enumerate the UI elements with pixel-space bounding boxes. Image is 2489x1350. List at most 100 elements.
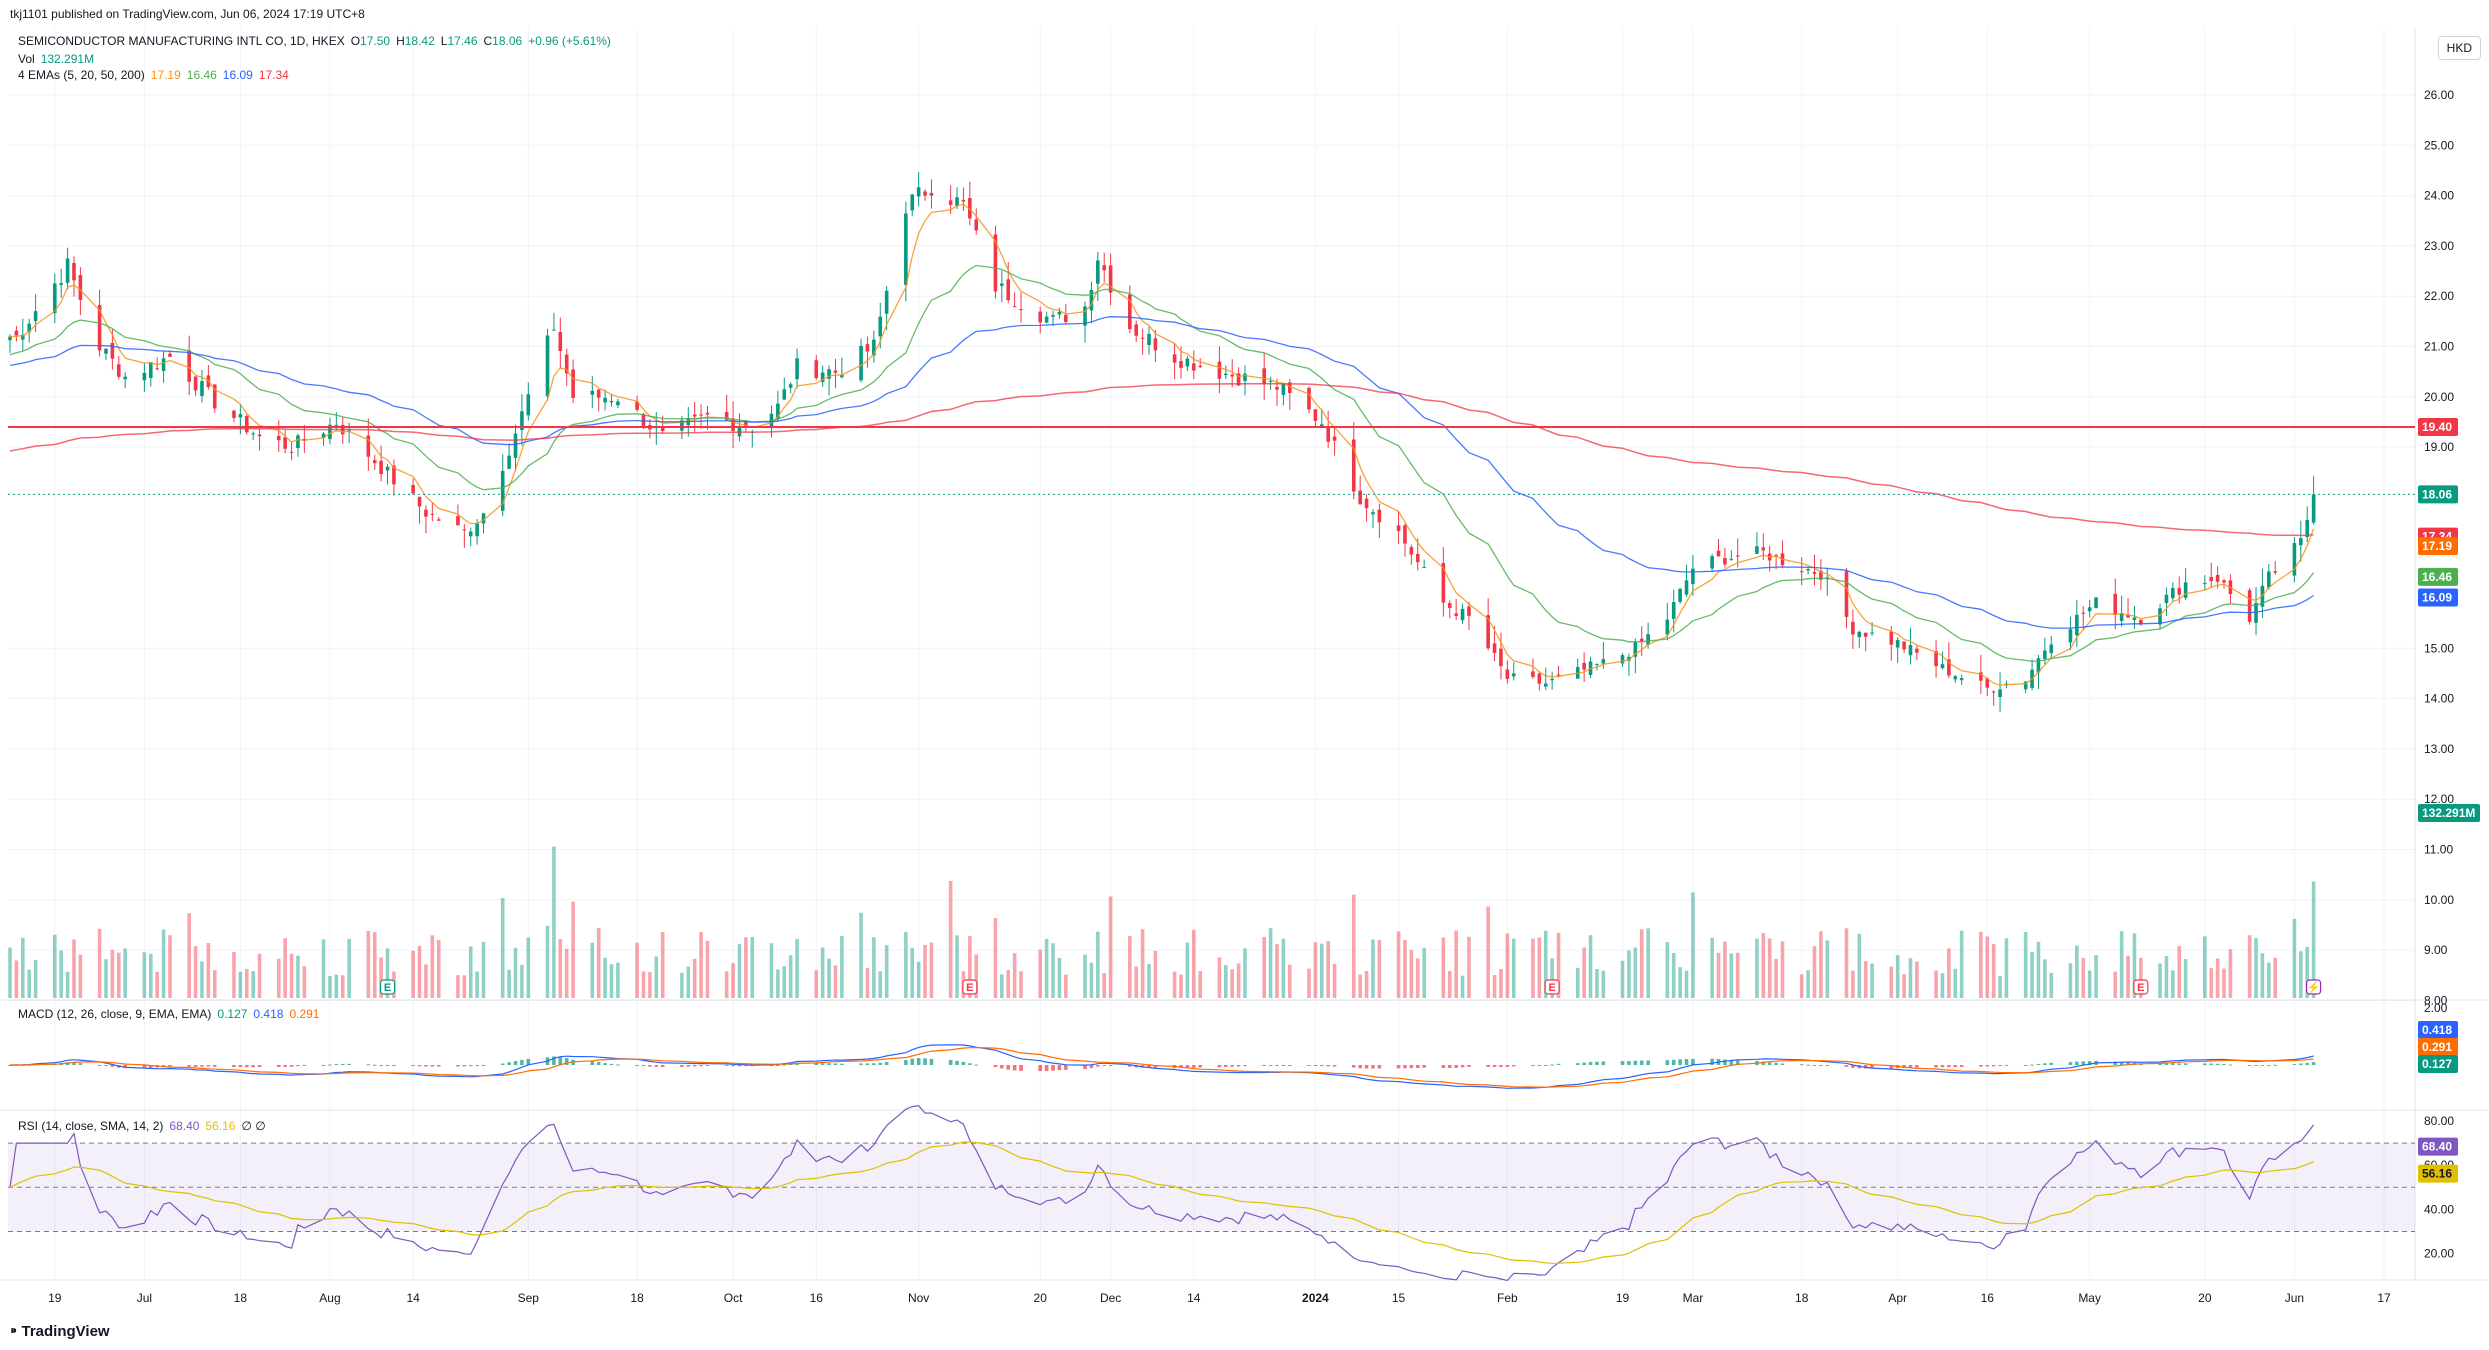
candle-body — [1454, 613, 1458, 616]
candle-body — [1582, 662, 1586, 670]
volume-bar — [1870, 963, 1874, 998]
volume-bar — [872, 937, 876, 998]
macd-histogram-bar — [1812, 1065, 1817, 1066]
volume-bar — [2023, 931, 2028, 998]
volume-bar — [123, 948, 127, 998]
candle-body — [596, 389, 601, 398]
candle-body — [283, 437, 287, 449]
legend-low: 17.46 — [447, 34, 478, 48]
volume-bar — [884, 945, 889, 998]
candle-body — [1595, 663, 1599, 665]
volume-bar — [1326, 941, 1330, 998]
candle-body — [782, 389, 787, 400]
candle-body — [1684, 580, 1689, 595]
volume-bar — [955, 935, 959, 998]
rsi-tag-box — [2418, 1137, 2458, 1156]
legend-volume: Vol 132.291M — [18, 51, 100, 67]
macd-histogram-bar — [1844, 1065, 1849, 1067]
volume-bar — [1287, 964, 1292, 998]
volume-bar — [865, 967, 870, 998]
earnings-marker-label: ⚡ — [2307, 981, 2321, 994]
macd-histogram-bar — [1364, 1065, 1369, 1069]
volume-bar — [1198, 971, 1202, 998]
volume-bar — [1006, 969, 1011, 998]
candle-body — [1755, 546, 1759, 554]
candle-body — [1499, 648, 1503, 667]
candle-body — [2209, 576, 2214, 582]
macd-histogram-bar — [1870, 1065, 1874, 1069]
rsi-ma-line — [9, 1141, 2314, 1264]
volume-bar — [2164, 956, 2169, 998]
volume-bar — [372, 932, 377, 998]
candle-body — [526, 394, 531, 416]
volume-bar — [148, 953, 153, 998]
event-markers: E E E E ⚡ — [379, 979, 2322, 995]
macd-histogram-bar — [1710, 1058, 1714, 1065]
macd-histogram-bar — [2311, 1062, 2316, 1065]
candle-body — [507, 455, 511, 469]
candle-body — [1505, 669, 1510, 680]
candle-body — [328, 424, 332, 440]
macd-histogram-bar — [251, 1065, 255, 1068]
legend-rsi: 68.40 — [169, 1119, 200, 1133]
volume-bar — [1128, 935, 1132, 998]
volume-bar — [1364, 970, 1369, 998]
volume-bar — [1185, 942, 1190, 998]
volume-bar — [33, 959, 38, 998]
volume-bar — [27, 969, 31, 998]
tradingview-wordmark: TradingView — [21, 1323, 110, 1340]
price-axis-label: 10.00 — [2424, 893, 2454, 907]
volume-bar — [1281, 938, 1286, 998]
macd-histogram-bar — [347, 1063, 351, 1065]
macd-histogram-bar — [1467, 1065, 1471, 1067]
candle-body — [1083, 306, 1087, 326]
macd-histogram-bar — [481, 1065, 486, 1066]
candle-body — [603, 397, 607, 403]
volume-bar — [430, 935, 435, 998]
volume-bar — [1908, 958, 1913, 998]
time-axis-label: 15 — [1392, 1291, 1406, 1305]
volume-bar — [1767, 938, 1772, 998]
macd-histogram-bar — [1332, 1065, 1337, 1067]
candle-body — [1991, 691, 1996, 693]
time-axis-label: Dec — [1100, 1291, 1121, 1305]
candle-body — [948, 200, 953, 205]
volume-bar — [1313, 942, 1318, 998]
volume-bar — [1134, 966, 1139, 998]
volume-bar — [1684, 970, 1689, 998]
volume-bar — [1953, 968, 1958, 998]
volume-bar — [1223, 965, 1228, 998]
volume-bar — [2043, 959, 2047, 998]
macd-histogram-bar — [641, 1065, 646, 1066]
legend-high: 18.42 — [404, 34, 435, 48]
candle-body — [814, 360, 819, 379]
price-axis-label: 13.00 — [2424, 742, 2454, 756]
candle-body — [1108, 265, 1113, 293]
macd-histogram-bar — [296, 1065, 300, 1067]
macd-histogram-bar — [724, 1065, 729, 1066]
currency-button[interactable]: HKD — [2437, 36, 2481, 60]
candle-body — [8, 336, 12, 341]
macd-histogram-bar — [520, 1059, 524, 1065]
candle-body — [232, 410, 236, 418]
macd-histogram-bar — [1064, 1065, 1068, 1070]
volume-bar — [1511, 938, 1516, 998]
volume-bar — [1710, 937, 1714, 998]
macd-histogram-bar — [840, 1063, 844, 1065]
macd-histogram-bar — [2260, 1065, 2265, 1066]
macd-histogram-bar — [705, 1065, 710, 1067]
macd-histogram-bar — [2292, 1064, 2297, 1066]
volume-bar — [78, 954, 83, 998]
axes: 26.00 25.00 24.00 23.00 22.00 21.00 20.00 19.00… — [48, 88, 2454, 1305]
macd-histogram-bar — [1243, 1065, 1247, 1067]
candle-body — [1185, 358, 1190, 367]
candle-body — [2292, 543, 2297, 576]
macd-histogram-bar — [1959, 1065, 1964, 1067]
macd-histogram-bar — [1671, 1059, 1676, 1065]
macd-histogram-bar — [468, 1065, 473, 1067]
volume-bar — [251, 971, 255, 998]
macd-histogram-bar — [1582, 1062, 1586, 1065]
volume-bar — [1351, 894, 1356, 998]
macd-histogram-bar — [1012, 1065, 1017, 1071]
